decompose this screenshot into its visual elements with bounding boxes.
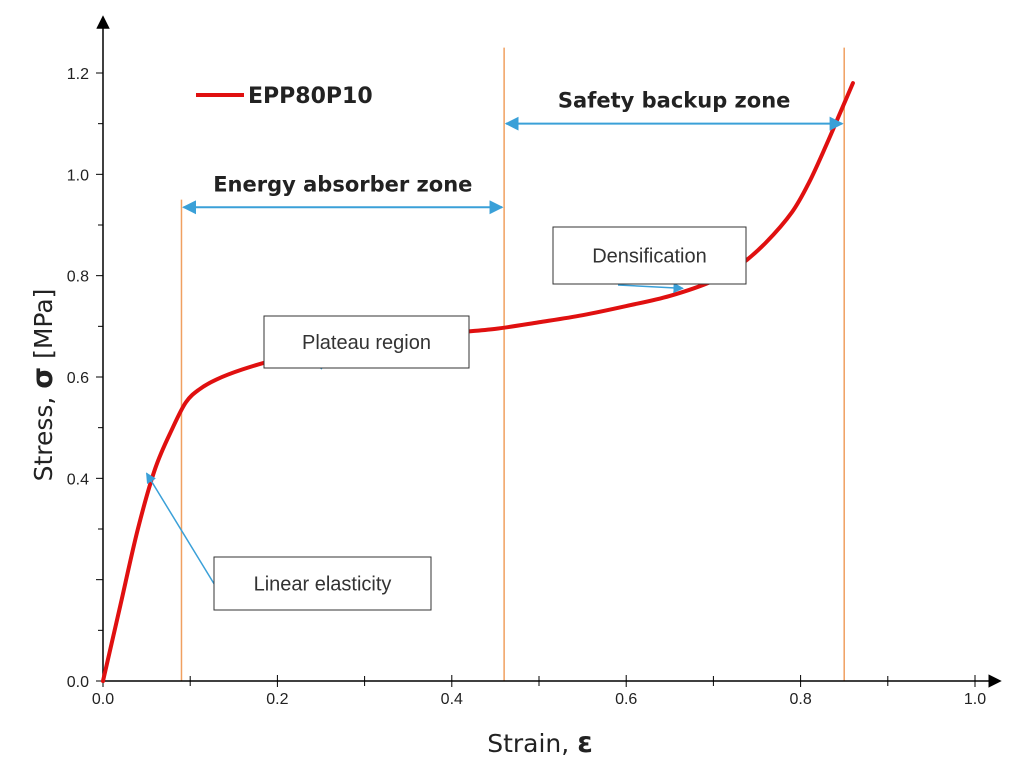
annotation-callouts: Linear elasticity Plateau region Densifica…: [145, 226, 747, 611]
x-tick-label: 0.2: [266, 691, 288, 708]
callout-arrow: [145, 472, 217, 588]
zone-label: Safety backup zone: [558, 89, 790, 113]
callout-label: Plateau region: [302, 332, 431, 354]
y-tick-label: 1.0: [67, 167, 89, 184]
y-tick-label: 0.6: [67, 370, 89, 387]
callout-box: [263, 315, 470, 369]
callout-arrow: [617, 282, 684, 294]
x-tick-label: 1.0: [964, 691, 986, 708]
x-tick-label: 0.6: [615, 691, 637, 708]
legend-label: EPP80P10: [248, 84, 373, 109]
x-axis-ticks: 0.0 0.2 0.4 0.6 0.8 1.0: [92, 675, 986, 708]
callout-box: [213, 556, 432, 611]
x-tick-label: 0.0: [92, 691, 114, 708]
callout-box: [552, 226, 747, 285]
y-tick-label: 1.2: [67, 66, 89, 83]
callout-label: Linear elasticity: [254, 574, 392, 596]
zone-arrows: Energy absorber zone Safety backup zone: [182, 89, 844, 215]
x-tick-label: 0.4: [441, 691, 463, 708]
y-axis-ticks: 0.0 0.4 0.6 0.8 1.0 1.2: [67, 66, 103, 691]
legend: EPP80P10: [196, 84, 373, 109]
x-axis-title: Strain, ε: [487, 726, 593, 759]
x-tick-label: 0.8: [789, 691, 811, 708]
y-tick-label: 0.8: [67, 269, 89, 286]
y-tick-label: 0.0: [67, 674, 89, 691]
axes: [96, 15, 1002, 688]
zone-label: Energy absorber zone: [213, 172, 472, 196]
y-axis-title: Stress, σ [MPa]: [26, 289, 59, 482]
zone-boundary-lines: [180, 47, 845, 681]
y-tick-label: 0.4: [67, 471, 89, 488]
callout-label: Densification: [592, 246, 707, 268]
